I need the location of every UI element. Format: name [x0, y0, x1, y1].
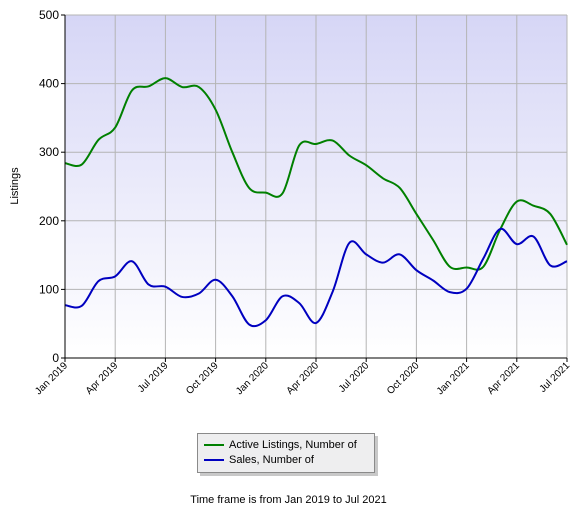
time-frame-note: Time frame is from Jan 2019 to Jul 2021: [190, 494, 387, 506]
legend-swatch-active-listings: [204, 443, 224, 446]
x-tick-label: Jan 2019: [33, 360, 70, 397]
x-tick-label: Apr 2021: [485, 360, 522, 397]
y-axis-title: Listings: [9, 167, 21, 205]
legend-label-active-listings: Active Listings, Number of: [229, 438, 357, 451]
y-tick-label: 100: [39, 282, 59, 296]
x-tick-label: Jul 2019: [136, 360, 171, 395]
x-tick-label: Jul 2020: [337, 360, 372, 395]
x-tick-label: Oct 2019: [184, 360, 221, 397]
y-tick-labels: 0 100 200 300 400 500: [39, 8, 65, 365]
x-tick-label: Apr 2020: [285, 360, 322, 397]
y-tick-label: 300: [39, 145, 59, 159]
legend-item-sales: Sales, Number of: [204, 452, 374, 467]
x-tick-label: Jan 2021: [435, 360, 472, 397]
y-tick-label: 0: [52, 351, 59, 365]
y-tick-label: 500: [39, 8, 59, 22]
series-line-sales: [64, 227, 568, 328]
x-tick-label: Apr 2019: [84, 360, 121, 397]
legend: Active Listings, Number of Sales, Number…: [197, 433, 375, 473]
grid-lines: [65, 14, 568, 358]
series-lines: [64, 77, 568, 328]
legend-swatch-sales: [204, 458, 224, 461]
y-tick-label: 400: [39, 77, 59, 91]
y-tick-label: 200: [39, 214, 59, 228]
x-tick-label: Jul 2021: [538, 360, 573, 395]
series-line-active-listings: [64, 77, 568, 271]
x-tick-label: Oct 2020: [385, 360, 422, 397]
x-tick-labels: Jan 2019 Apr 2019 Jul 2019 Oct 2019 Jan 2020…: [33, 358, 572, 397]
legend-label-sales: Sales, Number of: [229, 453, 314, 466]
x-tick-label: Jan 2020: [234, 360, 271, 397]
legend-item-active-listings: Active Listings, Number of: [204, 437, 374, 452]
